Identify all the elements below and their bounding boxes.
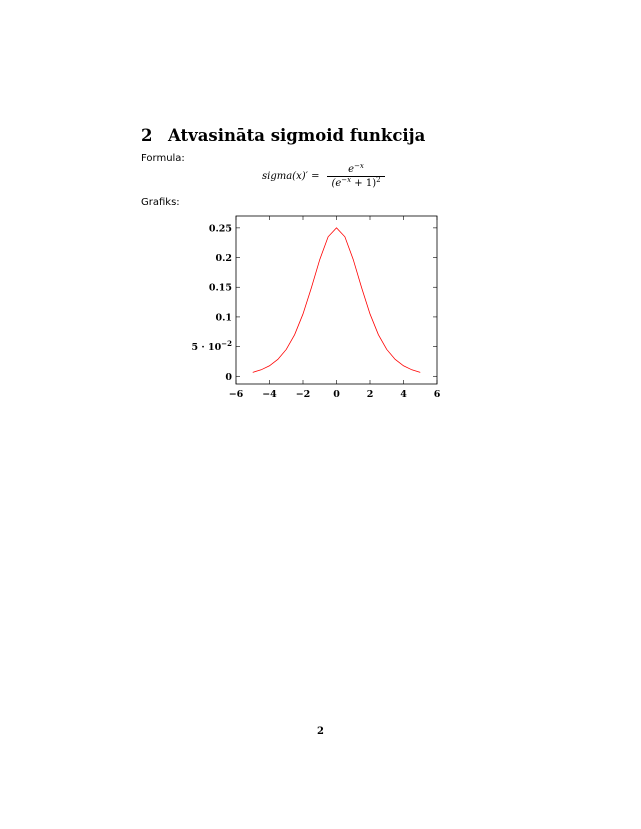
y-tick-label: 0.2 [215, 253, 232, 264]
x-tick-label: 2 [367, 389, 374, 400]
graph-label: Grafiks: [141, 197, 180, 208]
x-tick-label: 4 [400, 389, 407, 400]
numerator-exponent: −x [354, 162, 364, 170]
chart-tick-labels: −6 −4 −2 0 2 4 6 0 5 · 10−2 0.1 0.15 0.2 0.25 [191, 223, 440, 400]
y-tick-label: 0.1 [215, 312, 232, 323]
y-tick-label: 0.15 [209, 283, 232, 294]
y-tick-label: 0 [225, 372, 232, 383]
x-tick-label: 0 [333, 389, 340, 400]
denominator-power: 2 [376, 176, 381, 184]
chart-axes [235, 215, 438, 385]
denominator-open: (e [331, 178, 342, 189]
series-line [252, 227, 421, 373]
formula-fraction: e−x (e−x + 1)2 [327, 162, 385, 190]
x-tick-label: 6 [434, 389, 441, 400]
section-title-text: Atvasināta sigmoid funkcija [168, 126, 426, 145]
x-tick-label: −6 [229, 389, 244, 400]
denominator-mid: + 1) [351, 178, 377, 189]
section-number: 2 [141, 126, 153, 145]
x-tick-label: −4 [262, 389, 277, 400]
numerator-base: e [348, 164, 355, 175]
x-tick-label: −2 [296, 389, 311, 400]
formula-denominator: (e−x + 1)2 [327, 176, 384, 190]
section-heading: 2 Atvasināta sigmoid funkcija [141, 126, 425, 145]
chart-ticks [235, 216, 438, 384]
formula-label: Formula: [141, 153, 185, 164]
formula-lhs: sigma(x)′ = [262, 171, 320, 182]
fraction-bar [327, 176, 385, 177]
plot-frame [235, 215, 438, 385]
y-tick-label: 5 · 10−2 [191, 339, 232, 353]
y-tick-label: 0.25 [209, 223, 232, 234]
formula: sigma(x)′ = e−x (e−x + 1)2 [262, 162, 385, 190]
denominator-exponent: −x [341, 176, 352, 184]
page-number: 2 [317, 726, 324, 737]
chart-plot [252, 227, 421, 373]
formula-numerator: e−x [344, 162, 368, 176]
